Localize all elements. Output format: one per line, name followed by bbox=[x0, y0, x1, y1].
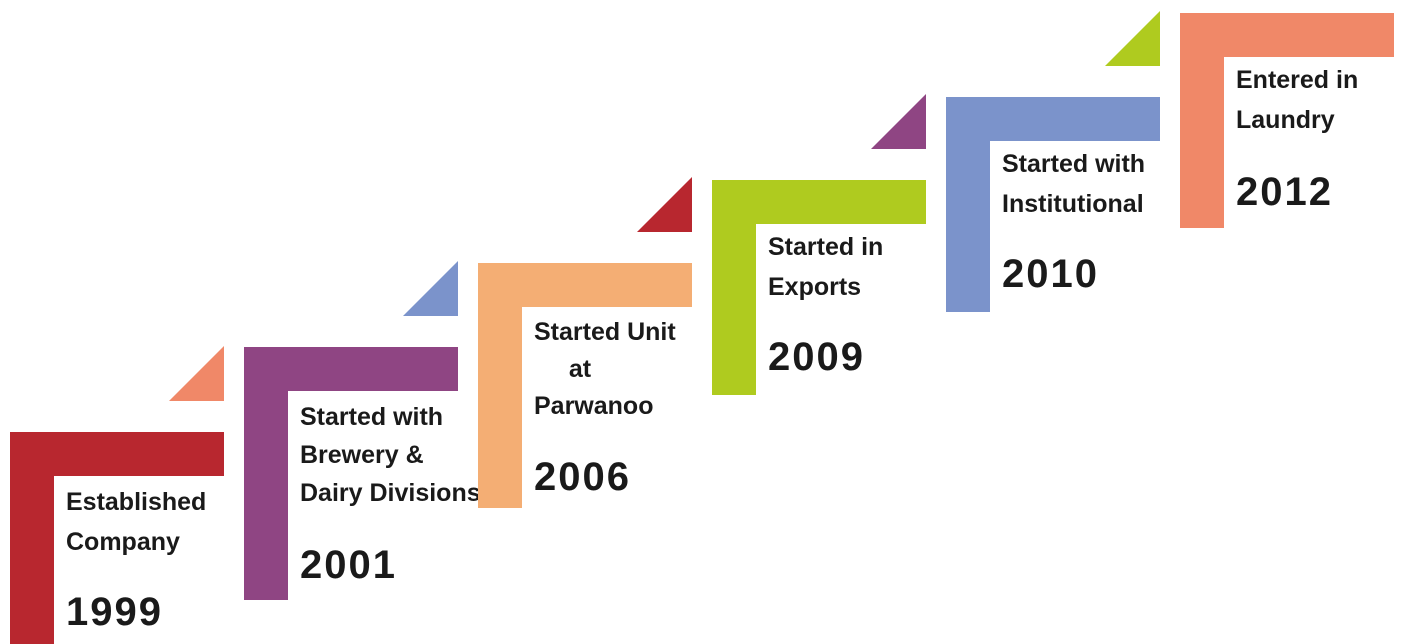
step-bracket bbox=[946, 97, 1160, 312]
step-label: Started with bbox=[1002, 150, 1145, 178]
step-triangle bbox=[169, 346, 224, 401]
step-label: Established bbox=[66, 488, 206, 516]
step-triangle bbox=[871, 94, 926, 149]
step-year: 1999 bbox=[66, 590, 163, 634]
step-triangle bbox=[1105, 11, 1160, 66]
step-label: Started with bbox=[300, 403, 443, 431]
step-bracket bbox=[478, 263, 692, 508]
step-label: Exports bbox=[768, 273, 861, 301]
step-triangle bbox=[403, 261, 458, 316]
step-label: Parwanoo bbox=[534, 392, 653, 420]
step-label: Entered in bbox=[1236, 66, 1358, 94]
step-label: at bbox=[569, 355, 592, 383]
step-year: 2009 bbox=[768, 335, 865, 379]
step-triangle bbox=[637, 177, 692, 232]
step-bracket bbox=[244, 347, 458, 600]
step-year: 2010 bbox=[1002, 252, 1099, 296]
step-label: Dairy Divisions bbox=[300, 479, 481, 507]
step-label: Brewery & bbox=[300, 441, 424, 469]
step-bracket bbox=[1180, 13, 1394, 228]
step-label: Laundry bbox=[1236, 106, 1335, 134]
step-label: Started Unit bbox=[534, 318, 676, 346]
step-year: 2001 bbox=[300, 543, 397, 587]
step-label: Company bbox=[66, 528, 180, 556]
step-label: Started in bbox=[768, 233, 883, 261]
step-year: 2012 bbox=[1236, 170, 1333, 214]
step-year: 2006 bbox=[534, 455, 631, 499]
step-bracket bbox=[10, 432, 224, 644]
step-bracket bbox=[712, 180, 926, 395]
step-label: Institutional bbox=[1002, 190, 1144, 218]
